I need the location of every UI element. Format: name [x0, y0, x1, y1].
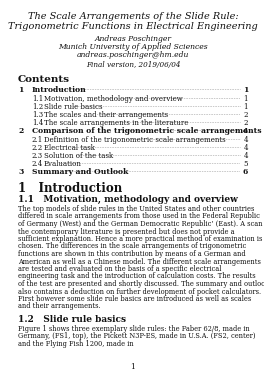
- Text: and their arrangements.: and their arrangements.: [18, 303, 101, 310]
- Text: functions are shown in this contribution by means of a German and: functions are shown in this contribution…: [18, 250, 246, 258]
- Text: Definition of the trigonometric scale arrangements: Definition of the trigonometric scale ar…: [44, 136, 226, 144]
- Text: Comparison of the trigonometric scale arrangements: Comparison of the trigonometric scale ar…: [32, 127, 262, 135]
- Text: chosen. The differences in the scale arrangements of trigonometric: chosen. The differences in the scale arr…: [18, 242, 246, 251]
- Text: Motivation, methodology and overview: Motivation, methodology and overview: [44, 95, 183, 103]
- Text: 1: 1: [243, 95, 248, 103]
- Text: 4: 4: [243, 152, 248, 160]
- Text: the contemporary literature is presented but does not provide a: the contemporary literature is presented…: [18, 228, 235, 235]
- Text: andreas.poschinger@hm.edu: andreas.poschinger@hm.edu: [77, 51, 189, 59]
- Text: Solution of the task: Solution of the task: [44, 152, 113, 160]
- Text: 6: 6: [243, 168, 248, 176]
- Text: 2: 2: [243, 119, 248, 127]
- Text: Munich University of Applied Sciences: Munich University of Applied Sciences: [58, 43, 208, 51]
- Text: Figure 1 shows three exemplary slide rules: the Faber 62/8, made in: Figure 1 shows three exemplary slide rul…: [18, 325, 250, 333]
- Text: of the test are presented and shortly discussed. The summary and outlook: of the test are presented and shortly di…: [18, 280, 264, 288]
- Text: American as well as a Chinese model. The different scale arrangements: American as well as a Chinese model. The…: [18, 257, 261, 266]
- Text: Evaluation: Evaluation: [44, 160, 82, 168]
- Text: 1: 1: [243, 86, 248, 94]
- Text: 4: 4: [243, 144, 248, 152]
- Text: 3: 3: [18, 168, 23, 176]
- Text: 2.1: 2.1: [32, 136, 43, 144]
- Text: 1.2   Slide rule basics: 1.2 Slide rule basics: [18, 315, 126, 324]
- Text: engineering task and the introduction of calculation costs. The results: engineering task and the introduction of…: [18, 273, 256, 280]
- Text: 4: 4: [243, 127, 248, 135]
- Text: 1.2: 1.2: [32, 103, 43, 111]
- Text: and the Flying Fish 1200, made in: and the Flying Fish 1200, made in: [18, 340, 134, 348]
- Text: 1: 1: [18, 86, 23, 94]
- Text: of Germany (West) and the German Democratic Republic’ (East). A scan of: of Germany (West) and the German Democra…: [18, 220, 264, 228]
- Text: 2: 2: [18, 127, 23, 135]
- Text: First however some slide rule basics are introduced as well as scales: First however some slide rule basics are…: [18, 295, 251, 303]
- Text: Contents: Contents: [18, 75, 70, 84]
- Text: Introduction: Introduction: [32, 86, 87, 94]
- Text: 2.2: 2.2: [32, 144, 43, 152]
- Text: 1   Introduction: 1 Introduction: [18, 182, 122, 195]
- Text: 1.1   Motivation, methodology and overview: 1.1 Motivation, methodology and overview: [18, 195, 238, 204]
- Text: 1.4: 1.4: [32, 119, 43, 127]
- Text: 5: 5: [243, 160, 248, 168]
- Text: 1.3: 1.3: [32, 111, 43, 119]
- Text: Summary and Outlook: Summary and Outlook: [32, 168, 128, 176]
- Text: differed in scale arrangements from those used in the Federal Republic: differed in scale arrangements from thos…: [18, 213, 260, 220]
- Text: Trigonometric Functions in Electrical Engineering: Trigonometric Functions in Electrical En…: [8, 22, 258, 31]
- Text: 1.1: 1.1: [32, 95, 43, 103]
- Text: 1: 1: [131, 363, 135, 371]
- Text: 4: 4: [243, 136, 248, 144]
- Text: Andreas Poschinger: Andreas Poschinger: [95, 35, 172, 43]
- Text: Electrical task: Electrical task: [44, 144, 95, 152]
- Text: Slide rule basics: Slide rule basics: [44, 103, 102, 111]
- Text: 2.3: 2.3: [32, 152, 43, 160]
- Text: sufficient explanation. Hence a more practical method of examination is: sufficient explanation. Hence a more pra…: [18, 235, 262, 243]
- Text: 1: 1: [243, 103, 248, 111]
- Text: The scales and their arrangements: The scales and their arrangements: [44, 111, 168, 119]
- Text: 2.4: 2.4: [32, 160, 43, 168]
- Text: Germany, (FS1, top), the Pickett N3P-ES, made in U.S.A. (FS2, center): Germany, (FS1, top), the Pickett N3P-ES,…: [18, 332, 256, 341]
- Text: are tested and evaluated on the basis of a specific electrical: are tested and evaluated on the basis of…: [18, 265, 221, 273]
- Text: 2: 2: [243, 111, 248, 119]
- Text: also contains a deduction on further development of pocket calculators.: also contains a deduction on further dev…: [18, 288, 261, 295]
- Text: Final version, 2019/06/04: Final version, 2019/06/04: [86, 61, 180, 69]
- Text: The scale arrangements in the literature: The scale arrangements in the literature: [44, 119, 188, 127]
- Text: The top models of slide rules in the United States and other countries: The top models of slide rules in the Uni…: [18, 205, 254, 213]
- Text: The Scale Arrangements of the Slide Rule:: The Scale Arrangements of the Slide Rule…: [28, 12, 238, 21]
